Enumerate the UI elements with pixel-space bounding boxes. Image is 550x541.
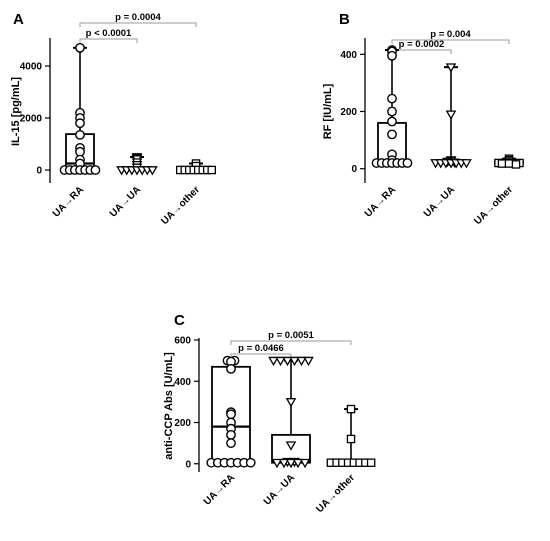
- x-category-label: UA→RA: [51, 184, 86, 219]
- x-category-label: UA→RA: [202, 472, 237, 507]
- y-tick-label: 0: [185, 459, 191, 470]
- series-0: [371, 45, 413, 168]
- p-value-label: p = 0.0051: [268, 330, 314, 341]
- p-value-label: p = 0.0004: [115, 12, 161, 23]
- data-point: [245, 457, 256, 468]
- data-point: [226, 409, 236, 420]
- x-category-label: UA→other: [472, 184, 515, 227]
- p-value-label: p = 0.0002: [399, 39, 445, 50]
- y-axis-label: IL-15 [pg/mL]: [10, 77, 22, 146]
- significance-bracket: [79, 38, 138, 43]
- y-tick-label: 600: [174, 336, 191, 347]
- panel-letter: A: [13, 11, 24, 28]
- data-point: [226, 363, 236, 374]
- data-point: [285, 398, 297, 408]
- x-category-label: UA→UA: [262, 472, 297, 507]
- y-axis-label: anti-CCP Abs [U/mL]: [163, 352, 175, 460]
- x-category-label: UA→RA: [363, 184, 398, 219]
- y-tick-label: 0: [351, 164, 357, 175]
- data-point: [147, 166, 158, 176]
- y-tick-label: 2000: [20, 114, 43, 125]
- data-point: [445, 63, 457, 73]
- y-axis-label: RF [IU/mL]: [322, 83, 334, 139]
- data-point: [296, 356, 307, 367]
- data-point: [299, 458, 311, 469]
- data-point: [511, 160, 521, 169]
- data-point: [402, 158, 413, 168]
- y-tick-label: 200: [340, 107, 357, 118]
- data-point: [346, 404, 356, 414]
- data-point: [497, 159, 507, 168]
- y-tick-label: 400: [174, 377, 191, 388]
- data-point: [285, 441, 297, 451]
- x-category-label: UA→other: [159, 184, 202, 227]
- data-point: [75, 118, 85, 129]
- series-1: [268, 356, 314, 469]
- data-point: [387, 116, 397, 127]
- data-point: [366, 458, 376, 467]
- y-tick-label: 400: [340, 50, 357, 61]
- data-point: [278, 458, 290, 469]
- x-category-label: UA→UA: [108, 184, 143, 219]
- y-tick-label: 0: [36, 166, 42, 177]
- series-2: [326, 404, 376, 467]
- data-point: [387, 106, 397, 117]
- significance-bracket: [230, 340, 352, 345]
- series-0: [206, 355, 256, 468]
- data-point: [268, 356, 279, 367]
- data-point: [303, 356, 314, 367]
- series-1: [116, 153, 158, 176]
- panel-letter: C: [174, 312, 185, 329]
- p-value-label: p = 0.004: [430, 29, 471, 40]
- y-tick-label: 200: [174, 418, 191, 429]
- panel-letter: B: [339, 11, 350, 28]
- series-0: [59, 42, 101, 175]
- panel-A: A 0 2000 4000 IL-15 [pg/mL] p < 0.0001 p = 0.0…: [10, 11, 216, 227]
- data-point: [275, 356, 286, 367]
- data-point: [387, 93, 397, 104]
- data-point: [90, 165, 101, 175]
- significance-bracket: [230, 353, 292, 358]
- data-point: [207, 165, 216, 175]
- data-point: [282, 356, 293, 367]
- data-point: [226, 429, 236, 440]
- data-point: [285, 458, 297, 469]
- x-category-label: UA→other: [314, 472, 357, 515]
- series-2: [494, 154, 524, 169]
- data-point: [445, 110, 457, 120]
- p-value-label: p = 0.0466: [238, 343, 284, 354]
- x-category-label: UA→UA: [422, 184, 457, 219]
- y-tick-label: 4000: [20, 62, 43, 73]
- data-point: [387, 129, 397, 140]
- series-2: [175, 159, 216, 175]
- series-1: [430, 63, 472, 169]
- data-point: [75, 42, 85, 53]
- data-point: [346, 434, 356, 444]
- significance-bracket: [391, 39, 510, 44]
- data-point: [226, 438, 236, 449]
- data-point: [504, 159, 514, 168]
- data-point: [75, 129, 85, 140]
- data-point: [461, 159, 472, 169]
- data-point: [292, 458, 304, 469]
- data-point: [289, 356, 300, 367]
- significance-bracket: [391, 49, 452, 54]
- data-point: [271, 458, 283, 469]
- significance-bracket: [79, 22, 197, 27]
- panel-C: C 0 200 400 600 anti-CCP Abs [U/mL] p = 0.0466…: [163, 312, 376, 515]
- data-point: [387, 50, 397, 61]
- p-value-label: p < 0.0001: [86, 28, 132, 39]
